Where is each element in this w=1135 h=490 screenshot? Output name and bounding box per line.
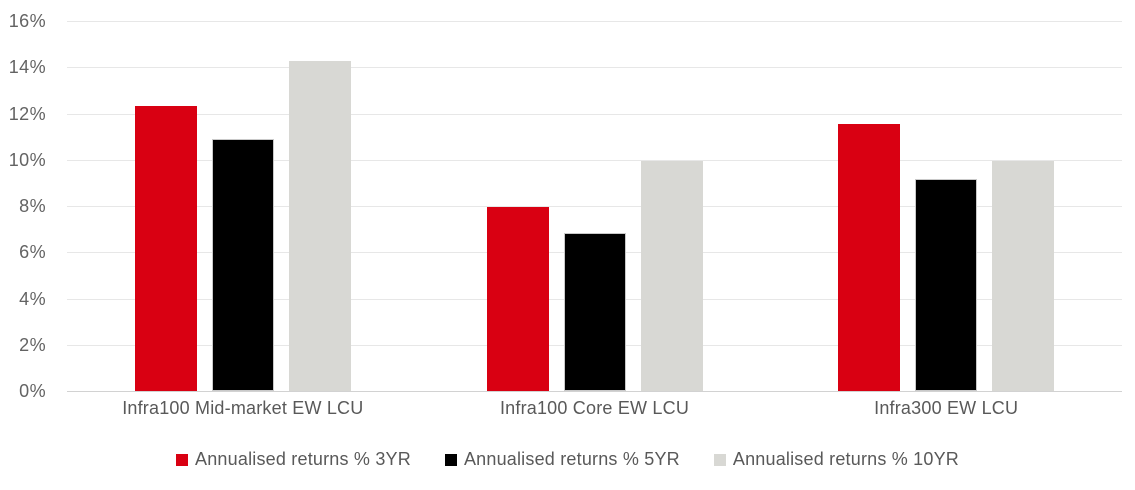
- x-category-label: Infra300 EW LCU: [874, 398, 1019, 418]
- legend-item: Annualised returns % 5YR: [444, 449, 680, 470]
- legend-swatch-icon: [444, 453, 457, 466]
- x-category-label: Infra100 Core EW LCU: [499, 398, 690, 418]
- gridline: [67, 67, 1122, 69]
- bar: [211, 139, 274, 391]
- y-tick-label: 4%: [19, 288, 46, 309]
- y-tick-label: 12%: [8, 103, 46, 124]
- legend-label: Annualised returns % 10YR: [732, 449, 959, 469]
- y-tick-label: 16%: [8, 11, 46, 31]
- gridline: [67, 113, 1122, 115]
- bar: [134, 105, 197, 391]
- y-tick-label: 2%: [19, 334, 46, 355]
- legend-swatch-icon: [176, 453, 189, 466]
- bar: [288, 61, 351, 391]
- x-category-label: Infra100 Mid-market EW LCU: [122, 398, 364, 418]
- bar: [838, 123, 901, 391]
- y-tick-label: 6%: [19, 242, 46, 263]
- bar: [915, 178, 978, 391]
- legend-item: Annualised returns % 10YR: [713, 449, 959, 470]
- bar: [640, 160, 703, 391]
- legend: Annualised returns % 3YR Annualised retur…: [0, 449, 1135, 470]
- legend-label: Annualised returns % 3YR: [195, 449, 411, 469]
- y-tick-label: 0%: [19, 381, 46, 401]
- bar: [563, 232, 626, 391]
- legend-label: Annualised returns % 5YR: [463, 449, 680, 469]
- legend-item: Annualised returns % 3YR: [176, 449, 411, 470]
- gridline: [67, 206, 1122, 207]
- gridline: [67, 21, 1122, 22]
- bar: [992, 160, 1055, 391]
- legend-swatch-icon: [713, 453, 726, 466]
- gridline: [67, 159, 1122, 161]
- y-tick-label: 8%: [19, 196, 46, 216]
- bar: [486, 207, 549, 391]
- x-axis-line: [67, 391, 1122, 392]
- y-tick-label: 14%: [8, 57, 46, 78]
- y-tick-label: 10%: [8, 149, 46, 170]
